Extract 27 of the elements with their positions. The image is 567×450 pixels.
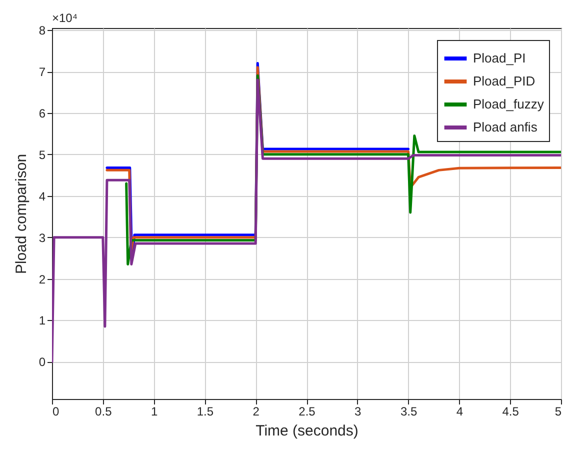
y-axis-title: Pload comparison — [12, 154, 30, 274]
y-tick-label: 2 — [38, 272, 46, 286]
x-tick-label: 3.5 — [400, 404, 418, 418]
x-tick-label: 1.5 — [196, 404, 214, 418]
y-tick-label: 0 — [38, 355, 46, 370]
x-tick-label: 3 — [354, 404, 362, 418]
x-axis-title: Time (seconds) — [256, 422, 358, 440]
y-tick-label: 1 — [38, 314, 46, 328]
legend-label: Pload_PID — [473, 74, 536, 88]
y-tick-label: 8 — [38, 24, 46, 38]
legend-label: Pload_PI — [473, 50, 526, 66]
x-tick-label: 5 — [554, 404, 562, 418]
x-tick-label: 0 — [52, 404, 60, 418]
x-tick-label: 4.5 — [502, 404, 520, 418]
y-tick-label: 7 — [38, 65, 46, 80]
legend-label: Pload anfis — [473, 120, 538, 134]
y-tick-label: 6 — [38, 106, 46, 120]
text: ×10⁴ — [52, 11, 78, 25]
y-tick-label: 3 — [38, 230, 46, 245]
x-tick-label: 1 — [150, 404, 158, 418]
x-tick-label: 2.5 — [298, 404, 316, 418]
x-tick-label: 0.5 — [95, 404, 112, 418]
y-tick-label: 4 — [38, 189, 46, 204]
x-tick-label: 2 — [252, 404, 260, 418]
y-tick-label: 5 — [38, 148, 46, 162]
legend-label: Pload_fuzzy — [473, 96, 544, 112]
x-tick-label: 4 — [456, 404, 464, 418]
